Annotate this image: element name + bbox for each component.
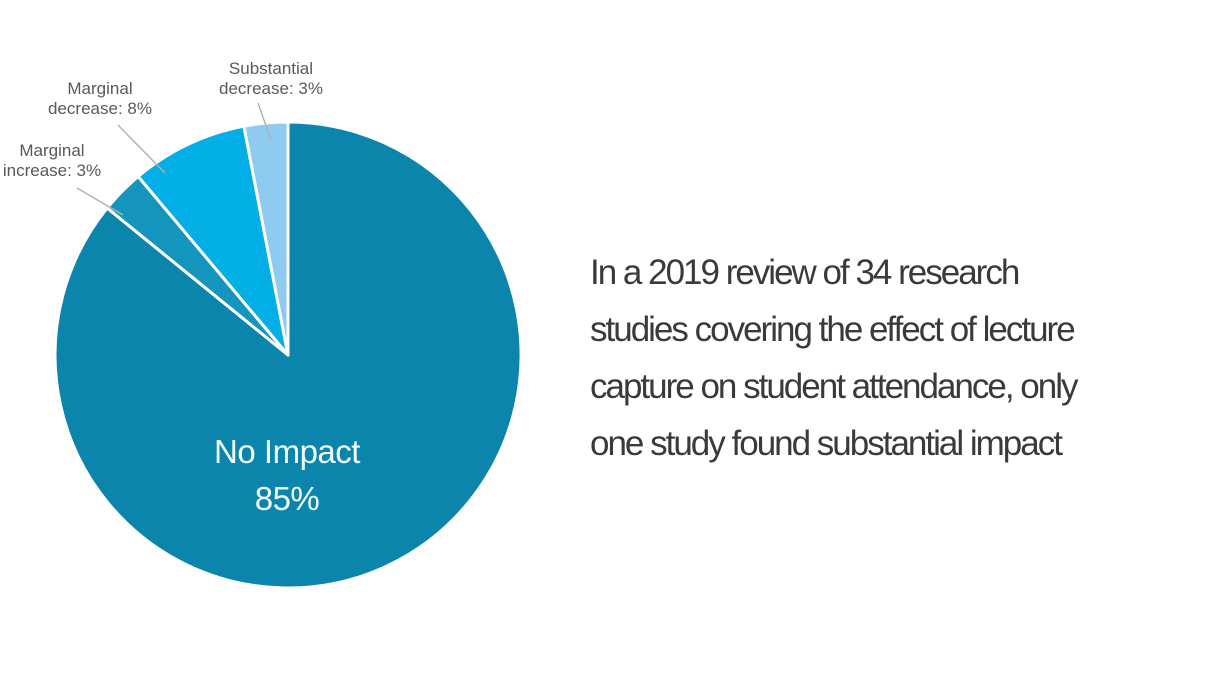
pie-slice-marginal-decrease — [136, 124, 290, 357]
caption-line-2: studies covering the effect of lecture — [590, 310, 1076, 349]
pie-inside-label: No Impact 85% — [214, 433, 360, 517]
pie-callout-label-marginal-increase: Marginal increase: 3% — [2, 141, 102, 180]
pie-slice-substantial-decrease — [242, 120, 290, 357]
pie-chart — [53, 102, 523, 590]
callout-leader-line-substantial-decrease — [257, 102, 272, 141]
caption-text: In a 2019 review of 34 research studies … — [590, 244, 1079, 472]
caption-line-4: one study found substantial impact — [590, 424, 1063, 463]
callout-leader-line-marginal-decrease — [117, 124, 166, 174]
caption-line-1: In a 2019 review of 34 research — [590, 253, 1020, 292]
pie-callout-label-marginal-decrease: Marginal decrease: 8% — [48, 79, 152, 118]
pie-callout-label-substantial-decrease: Substantial decrease: 3% — [219, 59, 323, 98]
callout-leader-line-marginal-increase — [76, 187, 124, 216]
caption-line-3: capture on student attendance, only — [590, 367, 1079, 406]
